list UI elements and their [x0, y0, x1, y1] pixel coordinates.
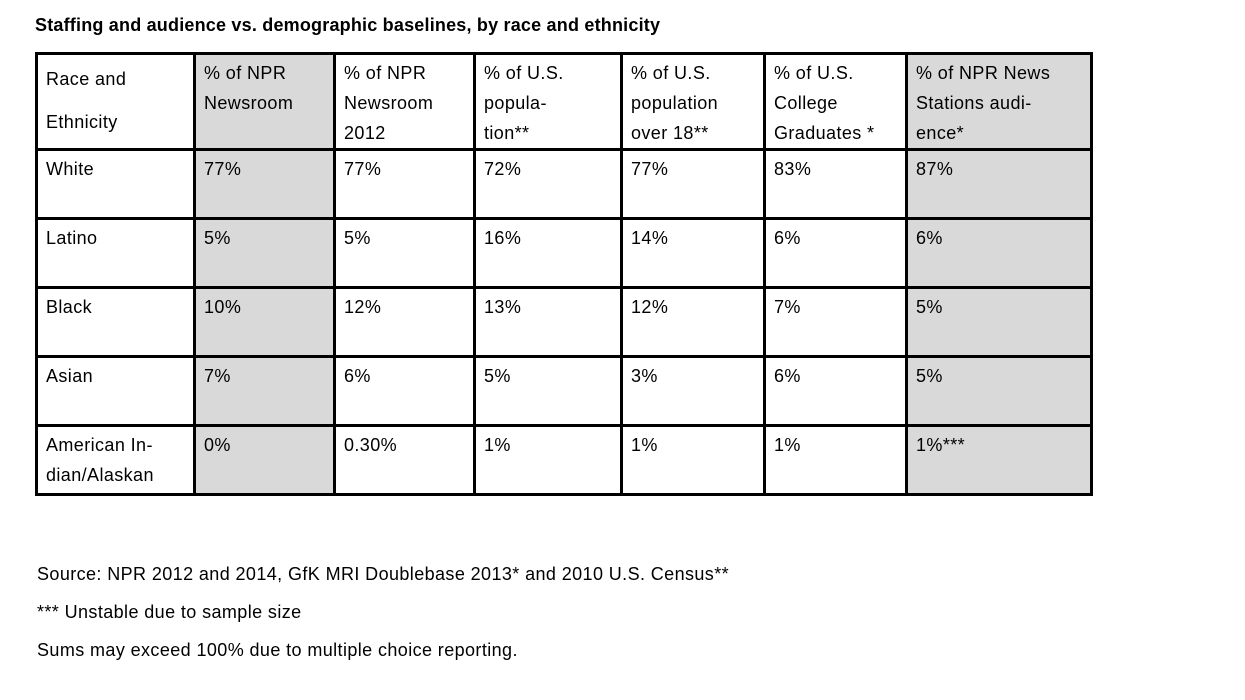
value-cell: 83%	[763, 148, 908, 220]
col-header-us-population: % of U.S. popula- tion**	[473, 52, 623, 151]
value-cell: 1%	[763, 424, 908, 496]
col-header-us-population-over-18: % of U.S. population over 18**	[620, 52, 766, 151]
value-cell: 6%	[763, 217, 908, 289]
value-cell: 6%	[763, 355, 908, 427]
value-cell: 7%	[193, 355, 336, 427]
col-header-npr-newsroom: % of NPR Newsroom	[193, 52, 336, 151]
table-row-black: Black 10% 12% 13% 12% 7% 5%	[35, 286, 1093, 358]
demographics-table: Race and Ethnicity % of NPR Newsroom % o…	[35, 52, 1093, 496]
race-cell: American In- dian/Alaskan	[35, 424, 196, 496]
value-cell: 87%	[905, 148, 1093, 220]
value-cell: 77%	[193, 148, 336, 220]
race-cell: Latino	[35, 217, 196, 289]
value-cell: 0.30%	[333, 424, 476, 496]
value-cell: 1%	[620, 424, 766, 496]
table-row-american-indian-alaskan: American In- dian/Alaskan 0% 0.30% 1% 1%…	[35, 424, 1093, 496]
col-header-us-college-graduates: % of U.S. College Graduates *	[763, 52, 908, 151]
value-cell: 3%	[620, 355, 766, 427]
value-cell: 6%	[333, 355, 476, 427]
value-cell: 7%	[763, 286, 908, 358]
race-cell: Asian	[35, 355, 196, 427]
value-cell: 1%***	[905, 424, 1093, 496]
table-row-latino: Latino 5% 5% 16% 14% 6% 6%	[35, 217, 1093, 289]
value-cell: 72%	[473, 148, 623, 220]
footnote-sample-size: *** Unstable due to sample size	[37, 602, 302, 622]
value-cell: 1%	[473, 424, 623, 496]
value-cell: 10%	[193, 286, 336, 358]
col-header-npr-newsroom-2012: % of NPR Newsroom 2012	[333, 52, 476, 151]
value-cell: 5%	[333, 217, 476, 289]
value-cell: 5%	[473, 355, 623, 427]
value-cell: 16%	[473, 217, 623, 289]
table-row-white: White 77% 77% 72% 77% 83% 87%	[35, 148, 1093, 220]
value-cell: 5%	[905, 286, 1093, 358]
page-title: Staffing and audience vs. demographic ba…	[35, 15, 661, 35]
col-header-npr-news-stations-audience: % of NPR News Stations audi- ence*	[905, 52, 1093, 151]
table-row-asian: Asian 7% 6% 5% 3% 6% 5%	[35, 355, 1093, 427]
value-cell: 77%	[620, 148, 766, 220]
value-cell: 0%	[193, 424, 336, 496]
value-cell: 12%	[333, 286, 476, 358]
header-row: Race and Ethnicity % of NPR Newsroom % o…	[35, 52, 1093, 151]
value-cell: 13%	[473, 286, 623, 358]
footnote-source: Source: NPR 2012 and 2014, GfK MRI Doubl…	[37, 564, 730, 584]
value-cell: 5%	[193, 217, 336, 289]
value-cell: 77%	[333, 148, 476, 220]
value-cell: 12%	[620, 286, 766, 358]
value-cell: 5%	[905, 355, 1093, 427]
race-cell: Black	[35, 286, 196, 358]
value-cell: 14%	[620, 217, 766, 289]
col-header-race-ethnicity: Race and Ethnicity	[35, 52, 196, 151]
value-cell: 6%	[905, 217, 1093, 289]
race-cell: White	[35, 148, 196, 220]
footnote-sums: Sums may exceed 100% due to multiple cho…	[37, 640, 518, 660]
